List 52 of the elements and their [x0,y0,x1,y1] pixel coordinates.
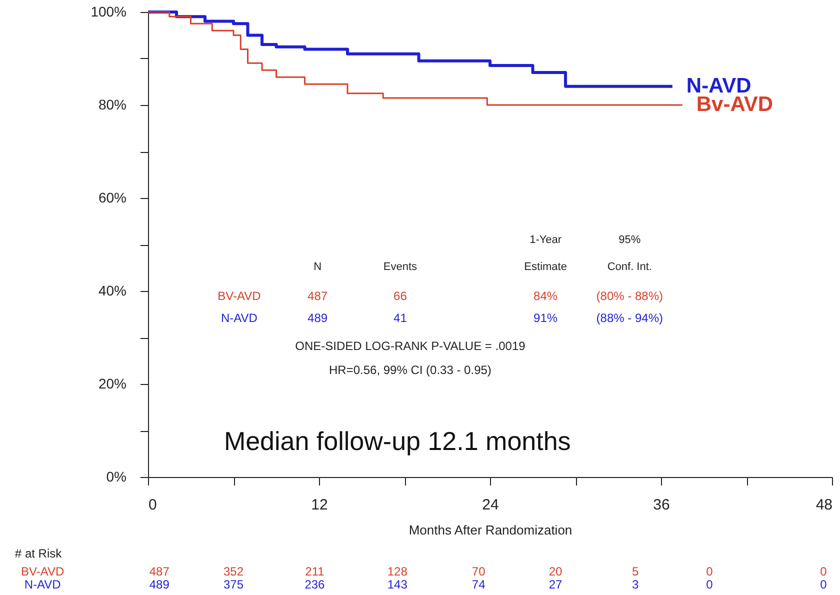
x-tick-label: 36 [653,496,670,514]
text: 5 [632,564,640,578]
x-tick-label: 24 [482,496,499,514]
text: 74 [472,577,486,592]
text: 236 [304,577,326,592]
annotation: 487 [308,289,328,304]
annotation: Estimate [524,260,567,273]
annotation: 66 [394,289,408,304]
y-tick-label: 40% [98,282,126,298]
y-tick-label: 80% [98,96,126,112]
text: 0 [820,577,828,592]
text: BV-AVD [20,564,64,578]
annotation: 41 [394,310,408,325]
text: 0 [706,564,714,578]
y-tick-label: 0% [106,468,126,484]
annotation: N [314,260,322,273]
text: 128 [387,564,408,578]
text: 70 [472,564,486,578]
text: 27 [548,577,563,592]
annotation: 84% [534,289,558,304]
annotation: N-AVD [220,310,258,325]
annotation: 489 [308,310,328,325]
x-tick-label: 48 [816,496,832,514]
x-axis-title: Months After Randomization [408,522,572,538]
text: 487 [149,564,170,578]
text: 352 [223,564,244,578]
annotation: BV-AVD [218,289,262,304]
text: 375 [223,577,244,592]
text: 3 [632,577,640,592]
text: N-AVD [24,577,62,592]
annotation: (80% - 88%) [596,289,663,304]
text: 0 [820,564,828,578]
annotation: Median follow-up 12.1 months [224,426,571,456]
y-tick-label: 100% [90,4,126,20]
annotation: 1-Year [530,234,562,246]
text: 20 [548,564,563,578]
text: 0 [706,577,714,592]
annotation: Events [383,260,418,273]
y-tick-label: 60% [98,190,126,206]
annotation: (88% - 94%) [596,310,663,325]
x-tick-label: 12 [311,496,328,514]
annotation: 91% [534,310,558,325]
text: 211 [305,564,325,578]
text: 489 [149,577,170,592]
annotation: HR=0.56, 99% CI (0.33 - 0.95) [328,363,492,378]
annotation: ONE-SIDED LOG-RANK P-VALUE = .0019 [295,338,526,353]
text: # at Risk [14,546,63,561]
x-tick-label: 0 [148,496,157,514]
annotation: Conf. Int. [607,260,652,273]
text: 143 [387,577,408,592]
y-tick-label: 20% [98,376,126,392]
annotation: 95% [618,234,641,246]
